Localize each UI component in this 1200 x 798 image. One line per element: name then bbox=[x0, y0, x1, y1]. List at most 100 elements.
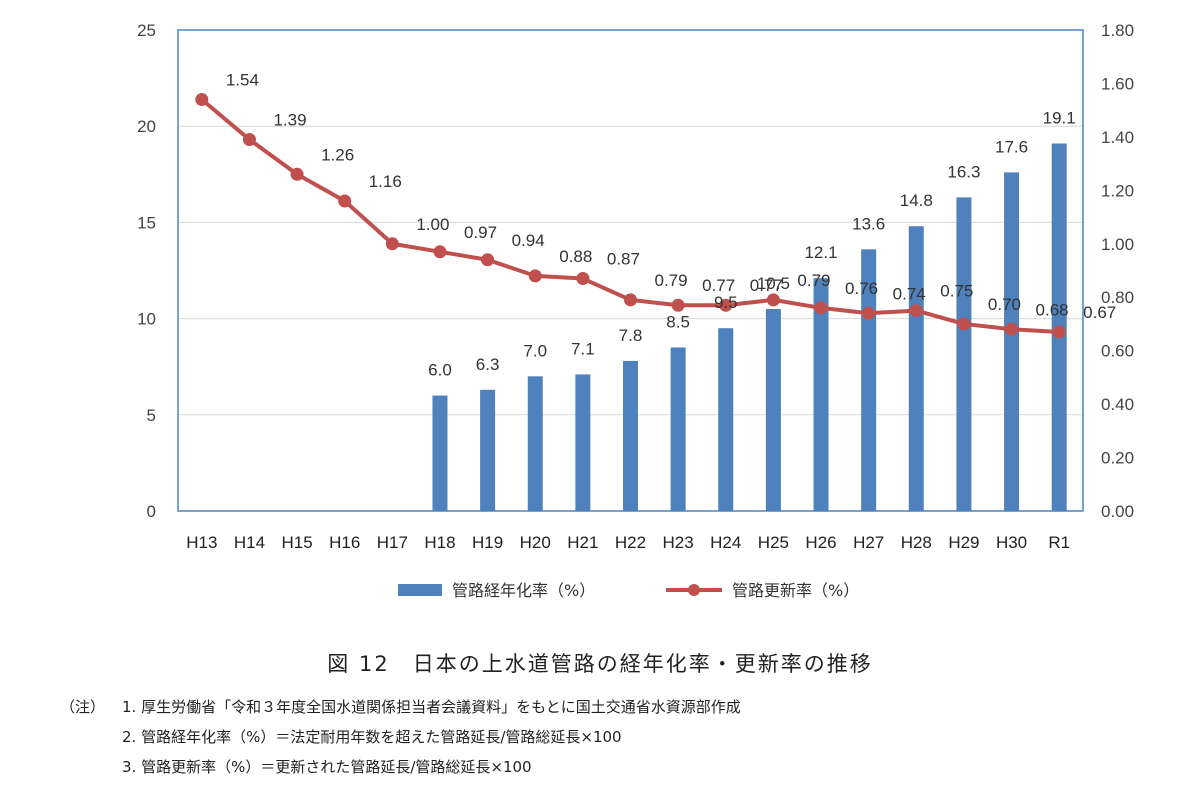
left-axis-ticks: 0 5 10 15 20 25 bbox=[137, 21, 156, 521]
bar-data-label: 7.0 bbox=[523, 341, 547, 360]
line-point bbox=[242, 133, 256, 147]
bar-data-label: 7.1 bbox=[571, 339, 595, 358]
line-point bbox=[1052, 325, 1066, 339]
y-right-tick-label: 0.80 bbox=[1101, 288, 1134, 307]
bar bbox=[575, 374, 591, 511]
bar-data-label: 6.0 bbox=[428, 361, 452, 380]
x-tick-label: H13 bbox=[186, 533, 217, 552]
y-right-tick-label: 0.00 bbox=[1101, 502, 1134, 521]
bar bbox=[765, 308, 781, 511]
legend: 管路経年化率（%） 管路更新率（%） bbox=[398, 581, 859, 600]
x-tick-label: H23 bbox=[663, 533, 694, 552]
line-data-label: 0.77 bbox=[750, 276, 783, 295]
y-right-tick-label: 1.00 bbox=[1101, 235, 1134, 254]
line-data-label: 0.79 bbox=[655, 271, 688, 290]
line-point bbox=[719, 298, 733, 312]
bar-data-label: 9.5 bbox=[714, 293, 738, 312]
line-data-label: 1.39 bbox=[273, 111, 306, 130]
bar-data-label: 10.5 bbox=[757, 274, 790, 293]
y-right-tick-label: 1.60 bbox=[1101, 74, 1134, 93]
x-tick-label: H14 bbox=[234, 533, 265, 552]
bar bbox=[480, 389, 496, 511]
x-axis-ticks: H13 H14 H15 H16 H17 H18 H19 H20 H21 H22 H23 H24 H25 H… bbox=[186, 533, 1070, 552]
y-right-tick-label: 1.20 bbox=[1101, 181, 1134, 200]
y-left-tick-label: 0 bbox=[147, 502, 156, 521]
line-point bbox=[290, 167, 304, 181]
x-tick-label: H15 bbox=[281, 533, 312, 552]
bar-data-label: 19.1 bbox=[1043, 109, 1076, 128]
line-data-label: 0.70 bbox=[988, 295, 1021, 314]
line-point bbox=[814, 301, 828, 315]
line-data-label: 0.79 bbox=[797, 271, 830, 290]
legend-line-marker bbox=[688, 584, 700, 596]
bar-series bbox=[432, 143, 1067, 512]
bar bbox=[813, 278, 829, 511]
line-point bbox=[957, 317, 971, 331]
combo-chart: 6.0 6.3 7.0 7.1 7.8 8.5 9.5 10.5 12.1 13.6 14.8 16.… bbox=[137, 21, 1134, 600]
x-tick-label: H25 bbox=[758, 533, 789, 552]
line-data-label: 0.67 bbox=[1083, 303, 1116, 322]
y-right-tick-label: 0.20 bbox=[1101, 449, 1134, 468]
legend-line-label: 管路更新率（%） bbox=[732, 581, 859, 600]
line-data-label: 0.88 bbox=[559, 247, 592, 266]
line-data-label: 1.16 bbox=[369, 172, 402, 191]
bar bbox=[718, 328, 734, 511]
line-data-label: 1.00 bbox=[416, 215, 449, 234]
line-data-labels: 1.54 1.39 1.26 1.16 1.00 0.97 0.94 0.88 0.87 0.79… bbox=[226, 70, 1116, 321]
y-right-tick-label: 1.80 bbox=[1101, 21, 1134, 40]
x-tick-label: H20 bbox=[520, 533, 551, 552]
bar-data-label: 13.6 bbox=[852, 214, 885, 233]
line-series bbox=[195, 92, 1066, 339]
x-tick-label: H22 bbox=[615, 533, 646, 552]
x-tick-label: H21 bbox=[567, 533, 598, 552]
y-left-tick-label: 20 bbox=[137, 117, 156, 136]
bar bbox=[623, 360, 638, 511]
x-tick-label: H29 bbox=[948, 533, 979, 552]
bar-data-label: 6.3 bbox=[476, 355, 500, 374]
line-data-label: 0.75 bbox=[940, 282, 973, 301]
y-left-tick-label: 5 bbox=[147, 406, 156, 425]
bar-data-labels: 6.0 6.3 7.0 7.1 7.8 8.5 9.5 10.5 12.1 13.6 14.8 16.… bbox=[428, 109, 1076, 380]
bar-data-label: 16.3 bbox=[947, 162, 980, 181]
x-tick-label: H24 bbox=[710, 533, 741, 552]
x-tick-label: H17 bbox=[377, 533, 408, 552]
bar bbox=[670, 347, 686, 511]
line-data-label: 0.94 bbox=[512, 231, 545, 250]
line-point bbox=[1005, 322, 1019, 336]
bar bbox=[908, 226, 924, 512]
line-point bbox=[862, 306, 876, 320]
bar bbox=[1004, 172, 1020, 511]
bar bbox=[956, 197, 972, 511]
line-point bbox=[433, 245, 447, 259]
right-axis-ticks: 0.00 0.20 0.40 0.60 0.80 1.00 1.20 1.40 1.60 1.80 bbox=[1101, 21, 1134, 521]
bar bbox=[432, 395, 448, 511]
line-data-label: 0.87 bbox=[607, 250, 640, 269]
note-3-text: 3. 管路更新率（%）＝更新された管路延長/管路総延長×100 bbox=[122, 758, 532, 776]
y-left-tick-label: 10 bbox=[137, 310, 156, 329]
bar-data-label: 12.1 bbox=[804, 243, 837, 262]
note-prefix: （注） bbox=[60, 698, 106, 716]
bar bbox=[527, 376, 543, 511]
x-tick-label: H28 bbox=[901, 533, 932, 552]
x-tick-label: R1 bbox=[1048, 533, 1070, 552]
x-tick-label: H26 bbox=[805, 533, 836, 552]
legend-bar-swatch bbox=[398, 584, 442, 596]
bar-data-label: 14.8 bbox=[900, 191, 933, 210]
line-point bbox=[671, 298, 685, 312]
y-left-tick-label: 15 bbox=[137, 213, 156, 232]
line-point bbox=[385, 237, 399, 251]
figure-caption: 図 12 日本の上水道管路の経年化率・更新率の推移 bbox=[327, 652, 873, 676]
bar-data-label: 8.5 bbox=[666, 312, 690, 331]
line-point bbox=[576, 272, 590, 286]
x-tick-label: H19 bbox=[472, 533, 503, 552]
bar-data-label: 7.8 bbox=[619, 326, 643, 345]
note-2-text: 2. 管路経年化率（%）＝法定耐用年数を超えた管路延長/管路総延長×100 bbox=[122, 728, 622, 746]
x-tick-label: H18 bbox=[424, 533, 455, 552]
line-point bbox=[481, 253, 495, 267]
line-point bbox=[624, 293, 637, 307]
x-tick-label: H30 bbox=[996, 533, 1027, 552]
line-data-label: 0.76 bbox=[845, 279, 878, 298]
y-right-tick-label: 0.60 bbox=[1101, 342, 1134, 361]
line-data-label: 1.26 bbox=[321, 145, 354, 164]
y-left-tick-label: 25 bbox=[137, 21, 156, 40]
